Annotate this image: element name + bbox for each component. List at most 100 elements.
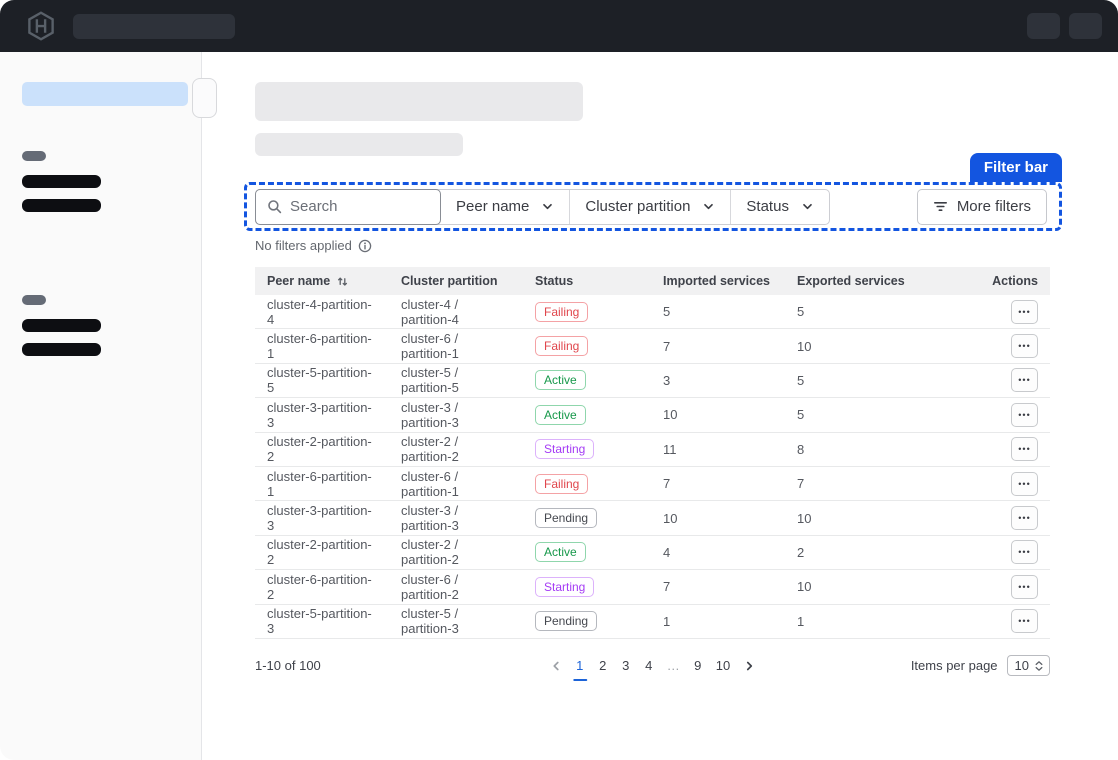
status-cell: Starting: [523, 576, 651, 597]
previous-page-button[interactable]: [547, 660, 565, 672]
items-per-page-value: 10: [1014, 658, 1029, 674]
status-cell: Pending: [523, 508, 651, 529]
column-label: Peer name: [267, 274, 331, 288]
info-icon[interactable]: [358, 239, 372, 253]
column-header-exported-services: Exported services: [785, 274, 919, 288]
row-actions-button[interactable]: •••: [1011, 334, 1038, 359]
status-cell: Failing: [523, 301, 651, 322]
status-badge: Active: [535, 404, 586, 425]
page-button[interactable]: 9: [694, 658, 702, 674]
sidebar-item-skeleton: [22, 319, 101, 332]
exported-services-cell: 7: [797, 476, 805, 492]
imported-services-cell: 5: [663, 304, 671, 320]
table-row: cluster-2-partition-2 cluster-2 / partit…: [255, 536, 1050, 571]
items-per-page-label: Items per page: [910, 658, 998, 674]
row-actions-button[interactable]: •••: [1011, 299, 1038, 324]
row-actions-button[interactable]: •••: [1011, 402, 1038, 427]
exported-services-cell: 5: [797, 304, 805, 320]
top-nav-bar: [0, 0, 1118, 52]
status-cell: Pending: [523, 611, 651, 632]
status-badge: Failing: [535, 301, 589, 322]
row-actions-button[interactable]: •••: [1011, 540, 1038, 565]
peer-name-cell: cluster-4-partition-4: [267, 296, 372, 327]
exported-services-cell: 10: [797, 579, 812, 595]
imported-services-cell: 7: [663, 579, 671, 595]
status-cell: Failing: [523, 336, 651, 357]
page-button[interactable]: 2: [599, 658, 607, 674]
cluster-partition-cell: cluster-2 / partition-2: [401, 537, 459, 568]
status-badge: Active: [535, 370, 586, 391]
annotation-badge: Filter bar: [969, 153, 1062, 182]
exported-services-cell: 5: [797, 372, 805, 388]
peer-name-cell: cluster-5-partition-5: [267, 365, 372, 396]
filter-dropdown-cluster-partition[interactable]: Cluster partition: [569, 189, 730, 224]
row-actions-button[interactable]: •••: [1011, 609, 1038, 634]
actions-cell: •••: [919, 299, 1050, 324]
imported-services-cell: 10: [663, 510, 678, 526]
more-filters-button[interactable]: More filters: [916, 188, 1047, 225]
cluster-partition-cell: cluster-6 / partition-1: [401, 468, 459, 499]
topbar-skeleton-button-2: [1069, 13, 1102, 39]
page-button[interactable]: 4: [645, 658, 653, 674]
main-content: Filter bar Peer name: [202, 52, 1118, 760]
page-button[interactable]: 1: [572, 656, 588, 682]
column-label: Exported services: [797, 274, 905, 288]
search-field[interactable]: [255, 188, 441, 225]
cluster-partition-cell: cluster-2 / partition-2: [401, 434, 459, 465]
table-header-row: Peer name Cluster partition Status Impor…: [255, 267, 1050, 295]
dropdown-label: Cluster partition: [585, 198, 691, 215]
pager: 1 2 3 4 … 9 10: [547, 656, 758, 682]
cluster-partition-cell: cluster-5 / partition-3: [401, 606, 459, 637]
peers-table: Peer name Cluster partition Status Impor…: [255, 267, 1050, 639]
filter-bar: Peer name Cluster partition Status: [244, 182, 1062, 231]
actions-cell: •••: [919, 540, 1050, 565]
chevron-down-icon: [543, 203, 553, 210]
row-actions-button[interactable]: •••: [1011, 506, 1038, 531]
column-header-peer-name[interactable]: Peer name: [255, 274, 389, 288]
status-badge: Starting: [535, 576, 595, 597]
page-button[interactable]: 10: [715, 658, 731, 674]
table-row: cluster-6-partition-1 cluster-6 / partit…: [255, 467, 1050, 502]
cluster-partition-cell: cluster-3 / partition-3: [401, 503, 459, 534]
filter-dropdown-status[interactable]: Status: [730, 189, 829, 224]
cluster-partition-cell: cluster-6 / partition-1: [401, 331, 459, 362]
page-buttons: 1 2 3 4 … 9 10: [572, 656, 733, 682]
sidebar-item-skeleton: [22, 199, 101, 212]
peer-name-cell: cluster-2-partition-2: [267, 434, 372, 465]
actions-cell: •••: [919, 437, 1050, 462]
row-actions-button[interactable]: •••: [1011, 574, 1038, 599]
pagination-range-text: 1-10 of 100: [255, 658, 321, 674]
page-button[interactable]: 3: [622, 658, 630, 674]
row-actions-button[interactable]: •••: [1011, 471, 1038, 496]
select-caret-icon: [1035, 661, 1043, 671]
pagination-bar: 1-10 of 100 1 2 3 4 … 9 10 Items per page 10: [255, 653, 1050, 682]
imported-services-cell: 10: [663, 407, 678, 423]
next-page-button[interactable]: [740, 660, 758, 672]
page-ellipsis: …: [666, 658, 680, 674]
imported-services-cell: 1: [663, 613, 671, 629]
no-filters-applied-text: No filters applied: [255, 238, 352, 253]
imported-services-cell: 11: [663, 441, 677, 457]
items-per-page-select[interactable]: 10: [1006, 655, 1050, 677]
sidebar-collapse-handle[interactable]: [192, 78, 217, 118]
row-actions-button[interactable]: •••: [1011, 368, 1038, 393]
page-title-skeleton: [255, 82, 583, 121]
status-badge: Starting: [535, 439, 595, 460]
exported-services-cell: 8: [797, 441, 805, 457]
exported-services-cell: 1: [797, 613, 805, 629]
actions-cell: •••: [919, 402, 1050, 427]
filter-dropdown-peer-name[interactable]: Peer name: [441, 190, 569, 224]
peer-name-cell: cluster-6-partition-1: [267, 468, 372, 499]
chevron-left-icon: [552, 661, 559, 671]
sidebar-item-skeleton: [22, 343, 101, 356]
search-icon: [268, 200, 282, 214]
imported-services-cell: 7: [663, 338, 671, 354]
filter-group: Peer name Cluster partition Status: [255, 188, 830, 225]
actions-cell: •••: [919, 334, 1050, 359]
cluster-partition-cell: cluster-6 / partition-2: [401, 571, 459, 602]
chevron-right-icon: [746, 661, 753, 671]
row-actions-button[interactable]: •••: [1011, 437, 1038, 462]
peer-name-cell: cluster-2-partition-2: [267, 537, 372, 568]
dropdown-label: Peer name: [456, 198, 530, 215]
search-input[interactable]: [290, 198, 420, 215]
